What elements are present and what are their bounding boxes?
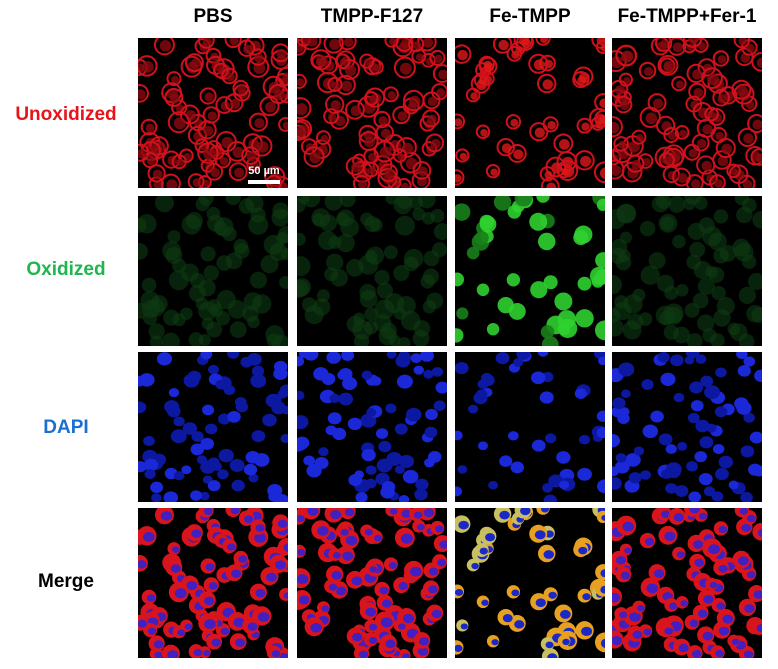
micrograph: [455, 196, 605, 346]
micrograph: [612, 352, 762, 502]
row-label: Unoxidized: [15, 104, 117, 125]
row-label: Oxidized: [26, 259, 106, 280]
micrograph: [297, 38, 447, 188]
micrograph: [455, 38, 605, 188]
column-header: PBS: [193, 6, 233, 27]
row-label: DAPI: [43, 417, 89, 438]
micrograph: [297, 352, 447, 502]
micrograph: [138, 352, 288, 502]
row-label: Merge: [38, 571, 94, 592]
micrograph: [297, 508, 447, 658]
micrograph: [138, 196, 288, 346]
micrograph: [612, 196, 762, 346]
scale-label: 50 µm: [248, 165, 280, 177]
scale-bar: [248, 180, 280, 184]
column-header: Fe-TMPP+Fer-1: [617, 6, 757, 27]
micrograph: [297, 196, 447, 346]
column-header: TMPP-F127: [320, 6, 424, 27]
micrograph: [138, 508, 288, 658]
micrograph: [612, 508, 762, 658]
micrograph: 50 µm: [138, 38, 288, 188]
column-header: Fe-TMPP: [489, 6, 571, 27]
micrograph: [455, 508, 605, 658]
micrograph: [612, 38, 762, 188]
micrograph: [455, 352, 605, 502]
